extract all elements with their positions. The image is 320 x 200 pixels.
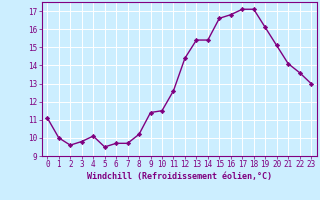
X-axis label: Windchill (Refroidissement éolien,°C): Windchill (Refroidissement éolien,°C) bbox=[87, 172, 272, 181]
